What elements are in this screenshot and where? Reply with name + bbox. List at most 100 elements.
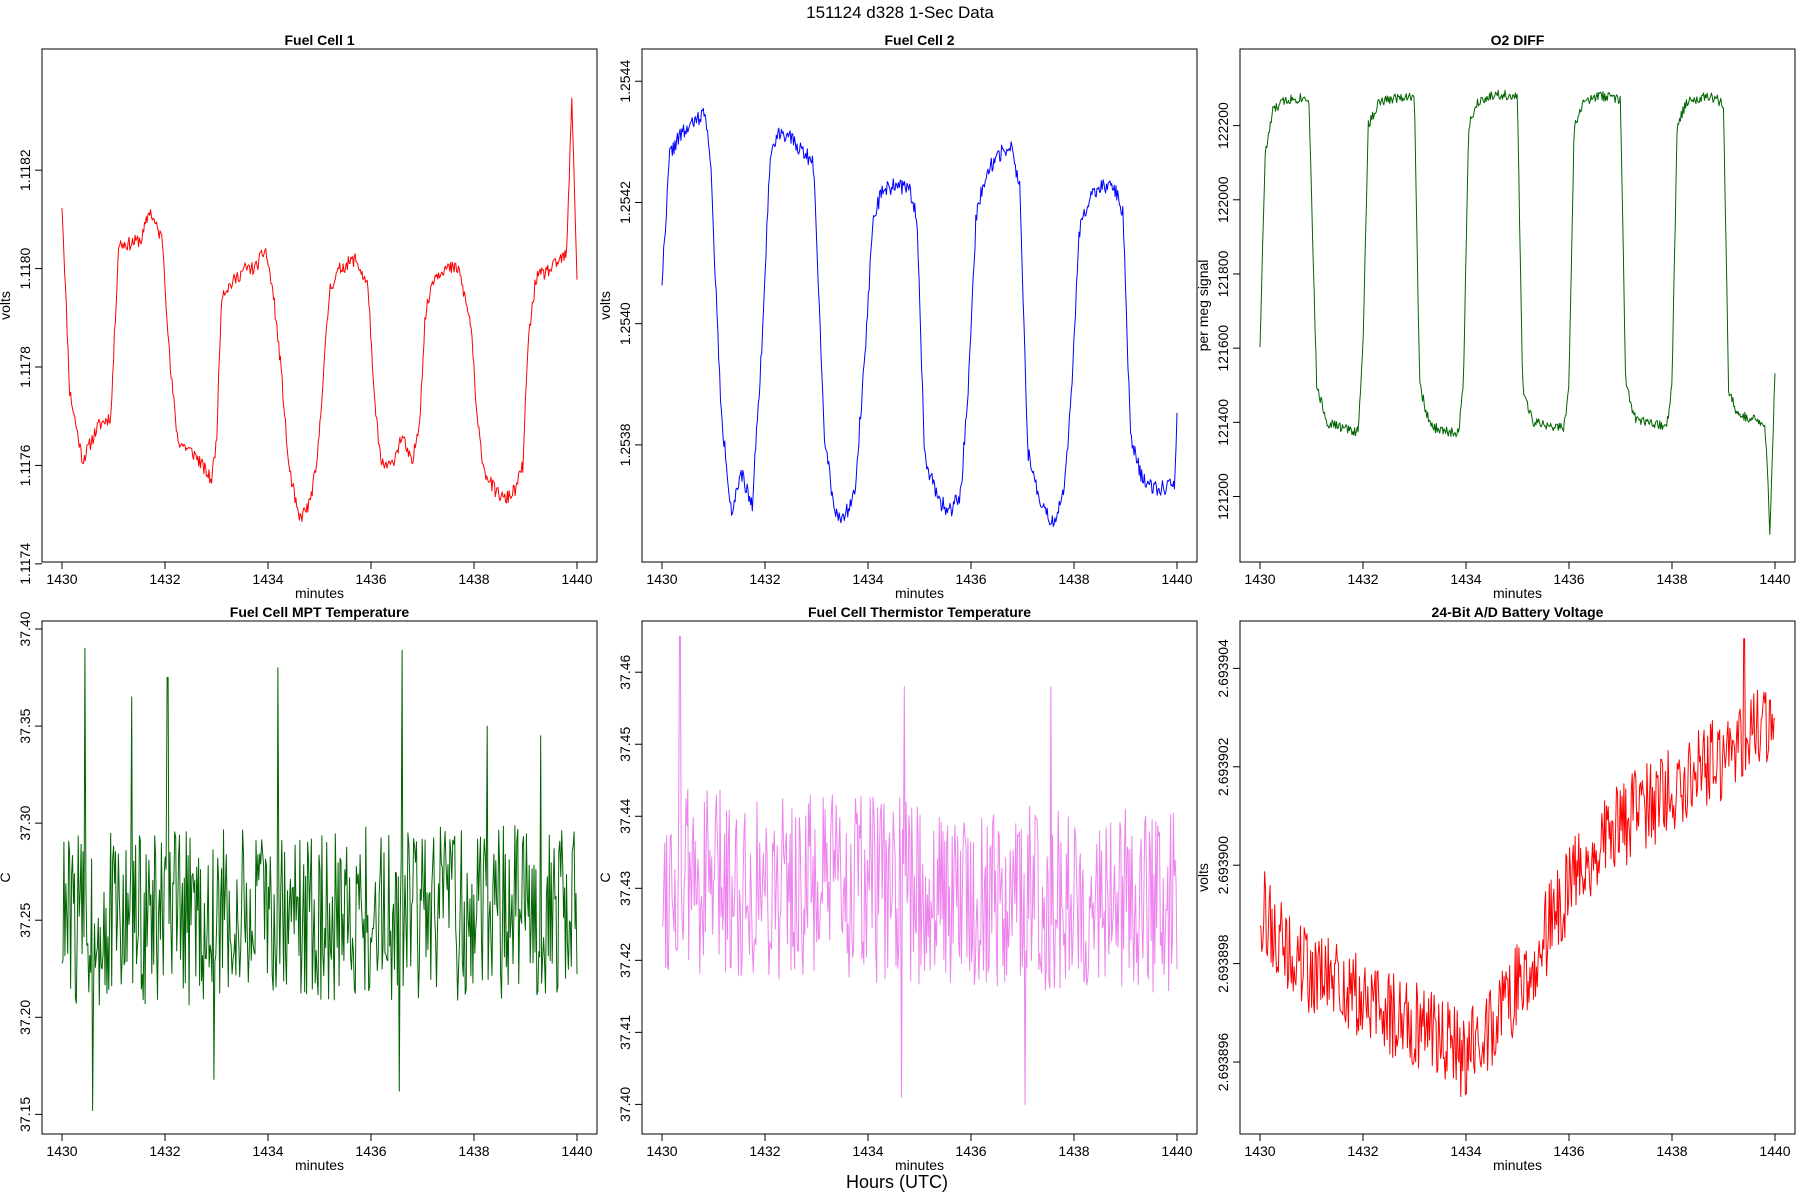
x-tick-label: 1432	[149, 571, 180, 587]
x-tick-label: 1432	[1347, 571, 1378, 587]
x-tick-label: 1432	[749, 571, 780, 587]
panel-title: 24-Bit A/D Battery Voltage	[1432, 604, 1604, 620]
y-tick-label: 37.40	[617, 1087, 633, 1122]
x-tick-label: 1440	[1161, 571, 1192, 587]
series-line	[61, 97, 578, 522]
x-tick-label: 1436	[355, 1143, 386, 1159]
series-line	[61, 647, 578, 1111]
x-axis-label: minutes	[1493, 585, 1542, 601]
series-line	[661, 107, 1178, 527]
y-tick-label: 2.693900	[1215, 836, 1231, 895]
y-tick-label: 37.25	[17, 902, 33, 937]
x-tick-label: 1438	[1058, 1143, 1089, 1159]
chart-panel: 24-Bit A/D Battery Voltage 1430 1432 1434 14…	[1195, 604, 1796, 1173]
series-line	[1259, 638, 1776, 1097]
x-tick-label: 1438	[458, 1143, 489, 1159]
y-tick-label: 1.1174	[17, 543, 33, 585]
x-tick-label: 1434	[252, 1143, 283, 1159]
y-tick-label: 1.1182	[17, 149, 33, 191]
y-tick-label: 1.2538	[617, 423, 633, 466]
y-tick-label: 37.46	[617, 654, 633, 689]
x-tick-label: 1436	[355, 571, 386, 587]
y-tick-label: 1.1178	[17, 346, 33, 388]
y-tick-label: 121400	[1215, 399, 1231, 446]
y-tick-label: 37.20	[17, 1000, 33, 1035]
x-tick-label: 1430	[1244, 571, 1275, 587]
x-tick-label: 1432	[149, 1143, 180, 1159]
y-tick-label: 37.15	[17, 1097, 33, 1132]
x-tick-label: 1436	[955, 571, 986, 587]
x-tick-label: 1440	[561, 1143, 592, 1159]
y-tick-label: 2.693902	[1215, 737, 1231, 796]
y-tick-label: 37.44	[617, 799, 633, 834]
y-axis-label: C	[597, 872, 613, 882]
y-tick-label: 37.30	[17, 805, 33, 840]
y-tick-label: 122000	[1215, 176, 1231, 223]
x-tick-label: 1434	[852, 1143, 883, 1159]
x-axis-label: minutes	[895, 585, 944, 601]
y-tick-label: 1.2544	[617, 60, 633, 103]
y-tick-label: 2.693898	[1215, 934, 1231, 993]
y-axis-label: per meg signal	[1195, 260, 1211, 352]
chart-panel: Fuel Cell Thermistor Temperature 1430 1432…	[597, 604, 1198, 1173]
y-tick-label: 121800	[1215, 250, 1231, 297]
plot-frame	[1239, 620, 1796, 1135]
y-axis-label: volts	[0, 291, 13, 320]
x-tick-label: 1430	[646, 1143, 677, 1159]
panel-title: Fuel Cell 1	[284, 32, 354, 48]
x-axis-label: minutes	[295, 585, 344, 601]
panel-title: O2 DIFF	[1491, 32, 1545, 48]
x-tick-label: 1440	[1759, 1143, 1790, 1159]
chart-panel: Fuel Cell MPT Temperature 1430 1432 1434 143…	[0, 604, 598, 1173]
x-tick-label: 1430	[1244, 1143, 1275, 1159]
x-tick-label: 1434	[852, 571, 883, 587]
x-tick-label: 1432	[749, 1143, 780, 1159]
x-tick-label: 1438	[1656, 571, 1687, 587]
y-tick-label: 37.35	[17, 708, 33, 743]
y-axis-label: C	[0, 872, 13, 882]
y-axis-label: volts	[1195, 863, 1211, 892]
y-tick-label: 37.41	[617, 1015, 633, 1050]
series-line	[661, 635, 1178, 1105]
panel-title: Fuel Cell MPT Temperature	[230, 604, 410, 620]
y-tick-label: 121200	[1215, 473, 1231, 520]
x-tick-label: 1436	[1553, 571, 1584, 587]
x-axis-label: minutes	[1493, 1157, 1542, 1173]
chart-panels: Fuel Cell 1 1430 1432 1434 1436 1438 1440 minut…	[0, 32, 1796, 1173]
x-tick-label: 1430	[46, 1143, 77, 1159]
x-tick-label: 1430	[646, 571, 677, 587]
y-tick-label: 37.40	[17, 611, 33, 646]
plot-frame	[41, 620, 598, 1135]
x-tick-label: 1440	[1759, 571, 1790, 587]
y-tick-label: 1.1180	[17, 247, 33, 289]
y-tick-label: 37.42	[617, 943, 633, 978]
x-tick-label: 1438	[458, 571, 489, 587]
y-tick-label: 121600	[1215, 325, 1231, 372]
y-tick-label: 2.693896	[1215, 1033, 1231, 1092]
panel-title: Fuel Cell 2	[884, 32, 954, 48]
figure-xlabel: Hours (UTC)	[846, 1172, 948, 1192]
x-tick-label: 1430	[46, 571, 77, 587]
y-tick-label: 2.693904	[1215, 639, 1231, 698]
y-tick-label: 37.43	[617, 871, 633, 906]
y-tick-label: 37.45	[617, 727, 633, 762]
x-tick-label: 1436	[955, 1143, 986, 1159]
x-tick-label: 1438	[1058, 571, 1089, 587]
x-axis-label: minutes	[295, 1157, 344, 1173]
series-line	[1259, 89, 1776, 535]
chart-panel: Fuel Cell 2 1430 1432 1434 1436 1438 1440 minut…	[597, 32, 1198, 601]
plot-frame	[641, 620, 1198, 1135]
y-tick-label: 122200	[1215, 102, 1231, 149]
x-tick-label: 1434	[252, 571, 283, 587]
x-tick-label: 1436	[1553, 1143, 1584, 1159]
x-tick-label: 1434	[1450, 1143, 1481, 1159]
x-axis-label: minutes	[895, 1157, 944, 1173]
x-tick-label: 1432	[1347, 1143, 1378, 1159]
plot-frame	[1239, 48, 1796, 563]
figure-title: 151124 d328 1-Sec Data	[806, 3, 994, 22]
x-tick-label: 1438	[1656, 1143, 1687, 1159]
chart-panel: Fuel Cell 1 1430 1432 1434 1436 1438 1440 minut…	[0, 32, 598, 601]
x-tick-label: 1434	[1450, 571, 1481, 587]
y-tick-label: 1.2540	[617, 302, 633, 345]
